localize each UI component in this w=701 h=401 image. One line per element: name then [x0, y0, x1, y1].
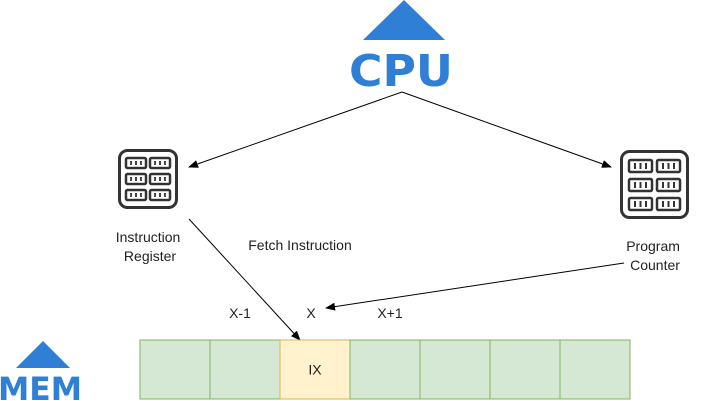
instruction-register-label-line1: Instruction	[116, 229, 181, 245]
cpu-logo-text: CPU	[349, 46, 453, 97]
memory-cell-box	[279, 339, 351, 400]
fetch-instruction-label: Fetch Instruction	[248, 237, 352, 253]
instruction-register-label: Instruction Register	[116, 229, 184, 264]
program-counter-to-x-arrow	[325, 262, 625, 311]
x-minus-one-label: X-1	[229, 305, 251, 321]
instruction-register-to-ix-arrow	[188, 218, 301, 341]
program-counter-label: Program Counter	[626, 238, 684, 273]
instruction-register-label-line2: Register	[124, 248, 176, 264]
memory-cell-label: IX	[308, 362, 322, 378]
mem-logo-text: MEM	[0, 370, 82, 401]
cpu-logo: CPU	[349, 0, 453, 97]
cpu-to-program-counter-arrow	[401, 91, 612, 168]
arrows	[188, 91, 625, 341]
memory-cell	[349, 339, 421, 400]
cpu-logo-triangle	[363, 0, 445, 40]
program-counter-icon	[620, 150, 689, 219]
memory-cell-box	[489, 339, 561, 400]
memory-cell-box	[419, 339, 491, 400]
mem-logo-triangle	[16, 341, 70, 368]
program-counter-label-line2: Counter	[630, 257, 680, 273]
memory-cell	[209, 339, 281, 400]
x-plus-one-label: X+1	[377, 305, 403, 321]
program-counter-label-line1: Program	[626, 238, 680, 254]
memory-cell	[139, 339, 211, 400]
memory-cell-box	[349, 339, 421, 400]
memory-cell-box	[559, 339, 631, 400]
memory-cell-highlighted: IX	[279, 339, 351, 400]
instruction-register-icon	[118, 149, 178, 209]
memory-cell-box	[139, 339, 211, 400]
memory-cell	[489, 339, 561, 400]
memory-cell	[419, 339, 491, 400]
cpu-to-instruction-register-arrow	[188, 91, 403, 168]
x-label: X	[306, 305, 316, 321]
mem-logo: MEM	[0, 341, 82, 401]
memory-cell	[559, 339, 631, 400]
memory-cell-box	[209, 339, 281, 400]
memory-row: IX	[139, 339, 631, 400]
